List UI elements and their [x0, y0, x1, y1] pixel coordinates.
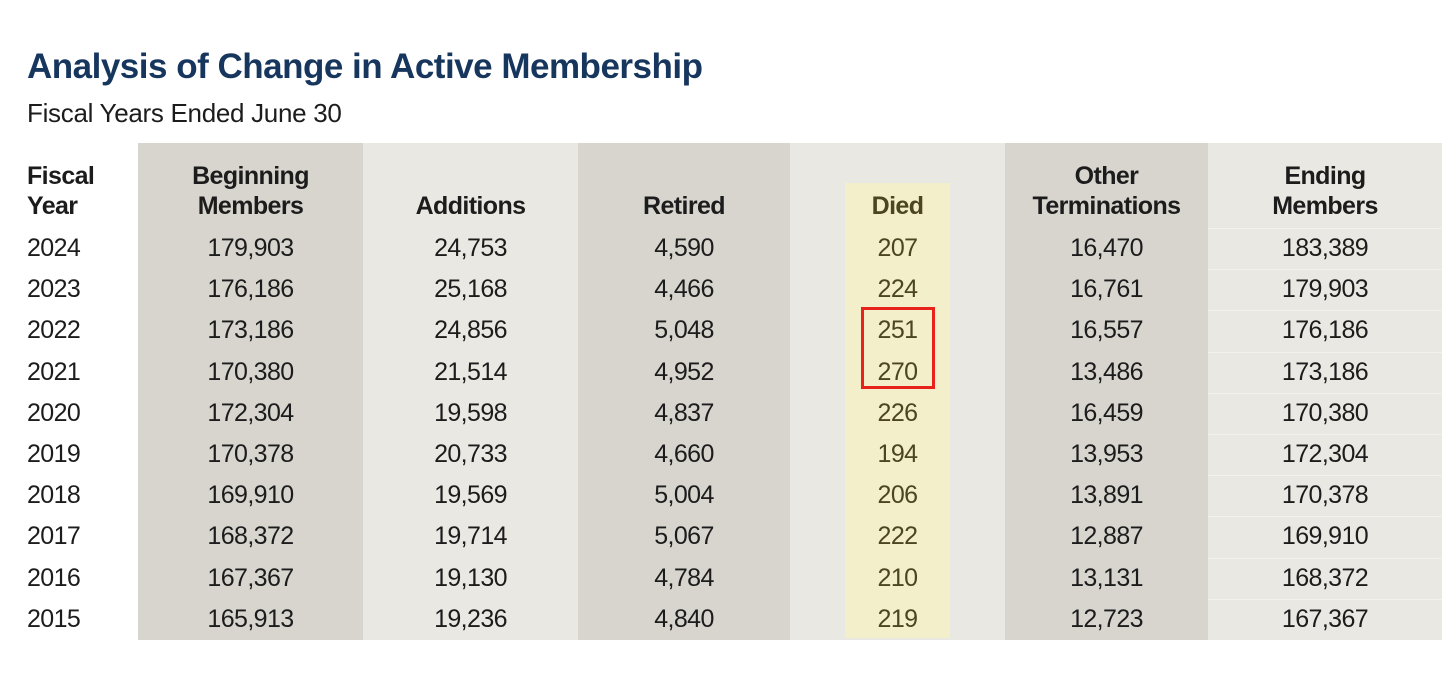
cell-additions: 20,733	[434, 440, 507, 469]
cell-fiscal-year: 2019	[27, 440, 81, 469]
died-column-highlight	[845, 183, 950, 638]
cell-died: 206	[877, 481, 919, 510]
cell-beginning-members: 170,380	[207, 357, 294, 386]
cell-beginning-members: 176,186	[207, 275, 294, 304]
cell-ending-members: 168,372	[1208, 558, 1442, 599]
cell-ending-members: 176,186	[1208, 310, 1442, 351]
cell-other-terminations: 12,887	[1070, 522, 1143, 551]
cell-beginning-members: 169,910	[207, 481, 294, 510]
cell-died: 226	[877, 398, 919, 427]
cell-died: 219	[877, 604, 919, 633]
header-cell-beginning-members: Beginning Members	[138, 143, 363, 228]
cell-other-terminations: 16,459	[1070, 398, 1143, 427]
cell-fiscal-year: 2020	[27, 398, 81, 427]
cell-additions: 19,130	[434, 563, 507, 592]
page-subtitle: Fiscal Years Ended June 30	[27, 98, 342, 128]
cell-died-boxed: 251	[877, 316, 919, 345]
cell-died: 222	[877, 522, 919, 551]
header-label: Beginning	[192, 162, 309, 190]
cell-additions: 19,236	[434, 604, 507, 633]
header-label: Died	[871, 191, 924, 220]
column-stripe-additions	[363, 143, 578, 640]
cell-fiscal-year: 2018	[27, 481, 81, 510]
header-cell-ending-members: Ending Members	[1208, 143, 1442, 228]
header-label: Other	[1074, 162, 1139, 190]
cell-retired: 4,840	[654, 604, 714, 633]
cell-ending-members: 167,367	[1208, 599, 1442, 640]
cell-other-terminations: 13,131	[1070, 563, 1143, 592]
column-stripe-ending-members	[1208, 143, 1442, 640]
cell-ending-members: 169,910	[1208, 516, 1442, 557]
cell-retired: 4,660	[654, 440, 714, 469]
column-stripe-beginning-members	[138, 143, 363, 640]
cell-died: 224	[877, 275, 919, 304]
cell-beginning-members: 170,378	[207, 440, 294, 469]
cell-beginning-members: 172,304	[207, 398, 294, 427]
cell-retired: 4,590	[654, 234, 714, 263]
cell-additions: 21,514	[434, 357, 507, 386]
cell-other-terminations: 12,723	[1070, 604, 1143, 633]
header-label: Ending	[1284, 162, 1366, 190]
cell-beginning-members: 165,913	[207, 604, 294, 633]
cell-fiscal-year: 2024	[27, 234, 81, 263]
column-stripe-other-terminations	[1005, 143, 1208, 640]
cell-fiscal-year: 2017	[27, 522, 81, 551]
cell-additions: 19,598	[434, 398, 507, 427]
header-label: Members	[197, 191, 304, 220]
cell-additions: 24,753	[434, 234, 507, 263]
cell-ending-members: 172,304	[1208, 434, 1442, 475]
cell-ending-members: 183,389	[1208, 228, 1442, 269]
header-label: Fiscal	[27, 162, 95, 190]
page-title: Analysis of Change in Active Membership	[27, 47, 703, 86]
cell-other-terminations: 16,557	[1070, 316, 1143, 345]
cell-other-terminations: 16,470	[1070, 234, 1143, 263]
cell-retired: 5,067	[654, 522, 714, 551]
cell-died: 210	[877, 563, 919, 592]
cell-additions: 24,856	[434, 316, 507, 345]
header-label: Members	[1272, 191, 1378, 220]
cell-additions: 25,168	[434, 275, 507, 304]
cell-retired: 5,004	[654, 481, 714, 510]
header-label: Additions	[415, 191, 526, 220]
header-cell-retired: Retired	[578, 143, 790, 228]
cell-beginning-members: 167,367	[207, 563, 294, 592]
cell-ending-members: 170,378	[1208, 475, 1442, 516]
header-label: Terminations	[1032, 191, 1182, 220]
cell-beginning-members: 168,372	[207, 522, 294, 551]
cell-died-boxed: 270	[877, 357, 919, 386]
cell-other-terminations: 16,761	[1070, 275, 1143, 304]
cell-fiscal-year: 2023	[27, 275, 81, 304]
cell-died: 194	[877, 440, 919, 469]
header-cell-fiscal-year: Fiscal Year	[0, 143, 138, 228]
cell-died: 207	[877, 234, 919, 263]
header-cell-other-terminations: Other Terminations	[1005, 143, 1208, 228]
cell-fiscal-year: 2022	[27, 316, 81, 345]
header-label: Year	[27, 191, 78, 220]
cell-other-terminations: 13,953	[1070, 440, 1143, 469]
cell-beginning-members: 179,903	[207, 234, 294, 263]
cell-fiscal-year: 2016	[27, 563, 81, 592]
header-cell-additions: Additions	[363, 143, 578, 228]
header-cell-died: Died	[790, 143, 1005, 228]
membership-table: Fiscal Year Beginning Members Additions Re…	[0, 143, 1456, 640]
cell-additions: 19,569	[434, 481, 507, 510]
cell-retired: 4,784	[654, 563, 714, 592]
table-grid: Fiscal Year Beginning Members Additions Re…	[0, 143, 1442, 640]
cell-ending-members: 179,903	[1208, 269, 1442, 310]
cell-retired: 4,952	[654, 357, 714, 386]
column-stripe-retired	[578, 143, 790, 640]
header-label: Retired	[643, 191, 726, 220]
cell-ending-members: 173,186	[1208, 352, 1442, 393]
cell-fiscal-year: 2015	[27, 604, 81, 633]
cell-ending-members: 170,380	[1208, 393, 1442, 434]
cell-beginning-members: 173,186	[207, 316, 294, 345]
cell-additions: 19,714	[434, 522, 507, 551]
cell-retired: 4,837	[654, 398, 714, 427]
cell-other-terminations: 13,486	[1070, 357, 1143, 386]
cell-retired: 5,048	[654, 316, 714, 345]
cell-other-terminations: 13,891	[1070, 481, 1143, 510]
cell-fiscal-year: 2021	[27, 357, 81, 386]
cell-retired: 4,466	[654, 275, 714, 304]
